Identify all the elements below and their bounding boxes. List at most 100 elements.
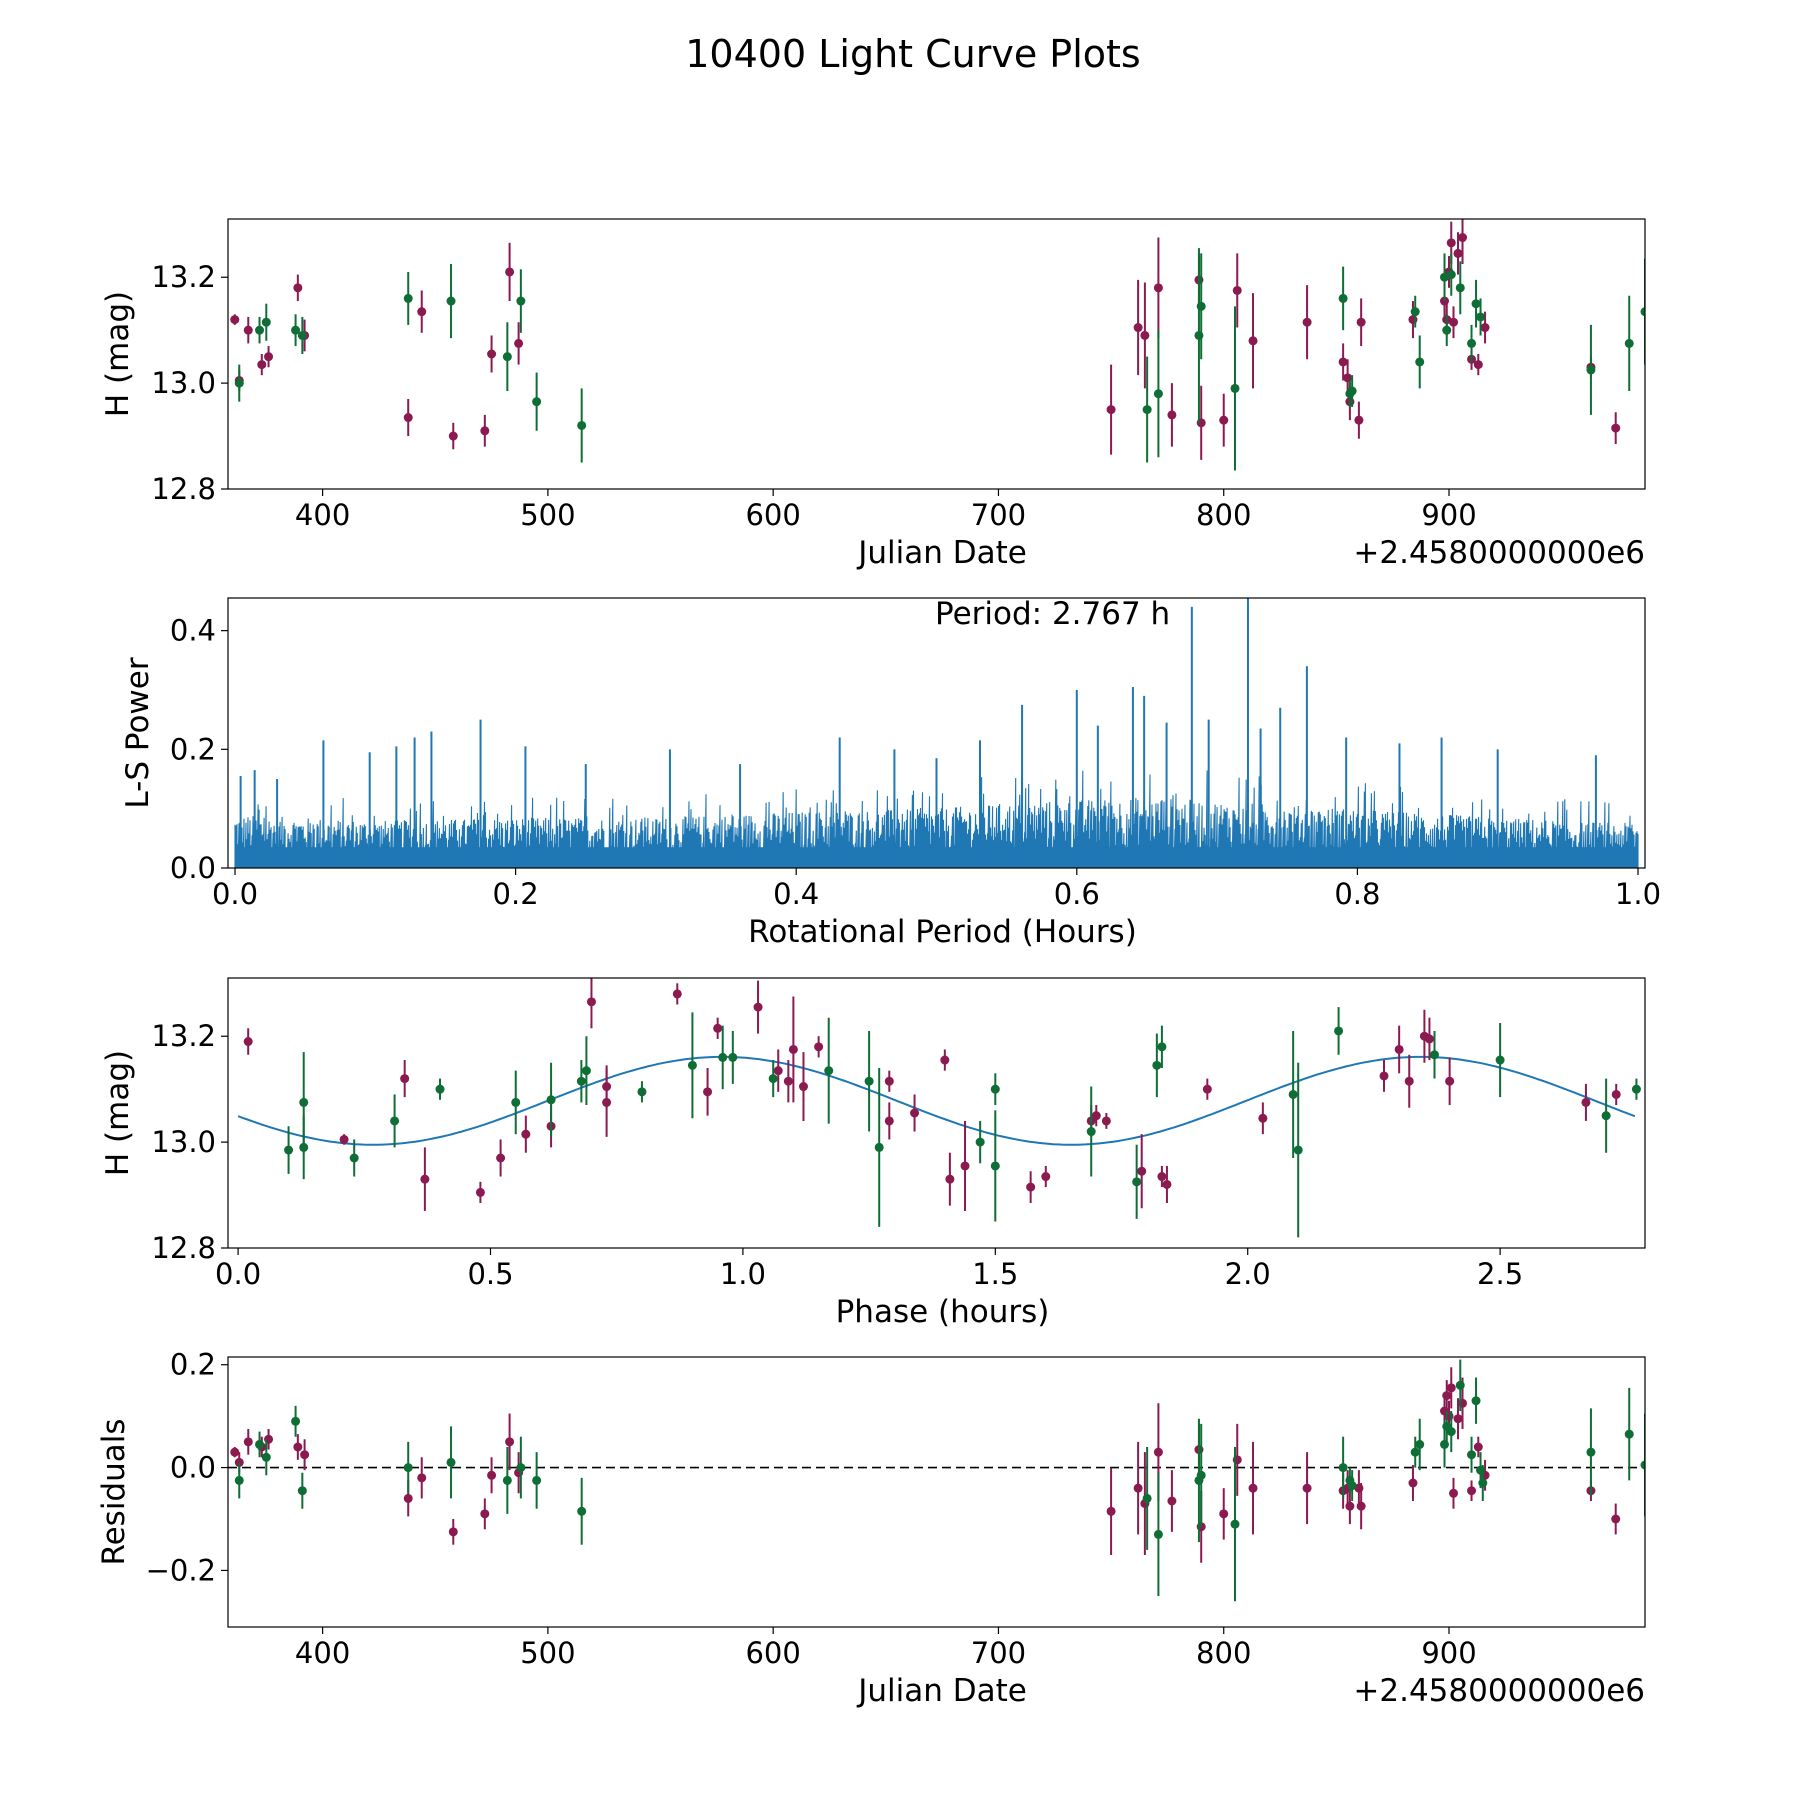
data-point bbox=[417, 307, 427, 317]
data-point bbox=[1455, 1380, 1465, 1390]
data-point bbox=[1152, 1060, 1162, 1070]
data-point bbox=[1467, 338, 1477, 348]
data-point bbox=[1467, 1486, 1477, 1496]
data-point bbox=[403, 293, 413, 303]
data-point bbox=[1232, 285, 1242, 295]
data-point bbox=[577, 1506, 587, 1516]
x-tick-label: 0.0 bbox=[215, 1257, 261, 1291]
data-point bbox=[339, 1134, 349, 1144]
data-point bbox=[448, 1527, 458, 1537]
series-purple bbox=[230, 1367, 1621, 1563]
y-tick-label: 0.2 bbox=[170, 1348, 216, 1382]
data-point bbox=[768, 1074, 778, 1084]
x-tick-label: 600 bbox=[745, 1636, 800, 1670]
x-tick-label: 1.0 bbox=[720, 1257, 766, 1291]
data-point bbox=[798, 1082, 808, 1092]
data-point bbox=[1624, 338, 1634, 348]
data-point bbox=[1478, 1478, 1488, 1488]
data-point bbox=[297, 330, 307, 340]
phased-data-layer bbox=[237, 978, 1641, 1238]
data-point bbox=[1288, 1089, 1298, 1099]
data-point bbox=[1473, 1442, 1483, 1452]
data-point bbox=[1157, 1172, 1167, 1182]
data-point bbox=[1473, 360, 1483, 370]
y-tick-label: 0.4 bbox=[170, 614, 216, 648]
sine-fit-line bbox=[237, 1055, 1636, 1146]
data-point bbox=[1230, 1519, 1240, 1529]
data-point bbox=[1153, 1529, 1163, 1539]
y-tick-label: 0.0 bbox=[170, 1451, 216, 1485]
data-point bbox=[1347, 1481, 1357, 1491]
data-point bbox=[1219, 415, 1229, 425]
data-point bbox=[1476, 312, 1486, 322]
data-point bbox=[1640, 1460, 1645, 1470]
lightcurve-panel: 400 500 600 700 800 900 12.8 13.0 13.2 Julian Dat… bbox=[100, 218, 1646, 571]
x-tick-label: 0.5 bbox=[467, 1257, 513, 1291]
data-point bbox=[1356, 317, 1366, 327]
data-point bbox=[1258, 1113, 1268, 1123]
data-point bbox=[1347, 386, 1357, 396]
y-tick-label: 13.2 bbox=[151, 260, 216, 294]
data-point bbox=[1219, 1509, 1229, 1519]
data-point bbox=[1334, 1026, 1344, 1036]
data-point bbox=[1230, 383, 1240, 393]
data-point bbox=[1480, 323, 1490, 333]
axes-frame bbox=[227, 597, 1646, 869]
figure-title: 10400 Light Curve Plots bbox=[685, 32, 1140, 76]
data-point bbox=[448, 431, 458, 441]
data-point bbox=[1611, 423, 1621, 433]
data-point bbox=[230, 315, 240, 325]
x-axis-label: Julian Date bbox=[856, 1673, 1027, 1709]
data-point bbox=[435, 1084, 445, 1094]
data-point bbox=[1162, 1179, 1172, 1189]
y-tick-label: 0.2 bbox=[170, 732, 216, 766]
data-point bbox=[1394, 1044, 1404, 1054]
x-tick-label: 2.5 bbox=[1477, 1257, 1523, 1291]
y-axis-label: H (mag) bbox=[100, 291, 136, 417]
x-tick-label: 0.8 bbox=[1334, 877, 1380, 911]
data-point bbox=[255, 325, 265, 335]
lightcurve-data-layer bbox=[230, 219, 1645, 471]
data-point bbox=[446, 1457, 456, 1467]
data-point bbox=[1442, 1391, 1452, 1401]
data-point bbox=[990, 1084, 1000, 1094]
x-tick-label: 1.5 bbox=[972, 1257, 1018, 1291]
data-point bbox=[1410, 307, 1420, 317]
y-axis-label: L-S Power bbox=[120, 657, 156, 808]
data-point bbox=[1446, 1427, 1456, 1437]
residuals-data-layer bbox=[228, 1359, 1645, 1602]
data-point bbox=[420, 1174, 430, 1184]
data-point bbox=[532, 397, 542, 407]
data-point bbox=[293, 1442, 303, 1452]
data-point bbox=[864, 1076, 874, 1086]
data-point bbox=[261, 317, 271, 327]
data-point bbox=[1446, 270, 1456, 280]
y-tick-label: 13.0 bbox=[151, 1125, 216, 1159]
series-green bbox=[234, 1359, 1645, 1602]
data-point bbox=[1142, 405, 1152, 415]
data-point bbox=[1338, 357, 1348, 367]
data-point bbox=[1410, 1447, 1420, 1457]
data-point bbox=[1631, 1084, 1641, 1094]
data-point bbox=[1248, 336, 1258, 346]
x-tick-label: 600 bbox=[745, 498, 800, 532]
data-point bbox=[960, 1161, 970, 1171]
data-point bbox=[1338, 293, 1348, 303]
data-point bbox=[672, 989, 682, 999]
series-purple bbox=[243, 978, 1621, 1211]
data-point bbox=[299, 1097, 309, 1107]
data-point bbox=[1132, 1177, 1142, 1187]
data-point bbox=[1458, 233, 1468, 243]
x-tick-label: 800 bbox=[1196, 498, 1251, 532]
phased-lightcurve-panel: 0.0 0.5 1.0 1.5 2.0 2.5 12.8 13.0 13.2 Phase (hou… bbox=[100, 977, 1646, 1330]
data-point bbox=[403, 1493, 413, 1503]
data-point bbox=[1611, 1089, 1621, 1099]
data-point bbox=[1167, 410, 1177, 420]
x-offset-label: +2.4580000000e6 bbox=[1353, 535, 1645, 571]
data-point bbox=[1586, 365, 1596, 375]
period-annotation: Period: 2.767 h bbox=[935, 596, 1170, 632]
y-tick-label: 12.8 bbox=[151, 472, 216, 506]
data-point bbox=[480, 426, 490, 436]
